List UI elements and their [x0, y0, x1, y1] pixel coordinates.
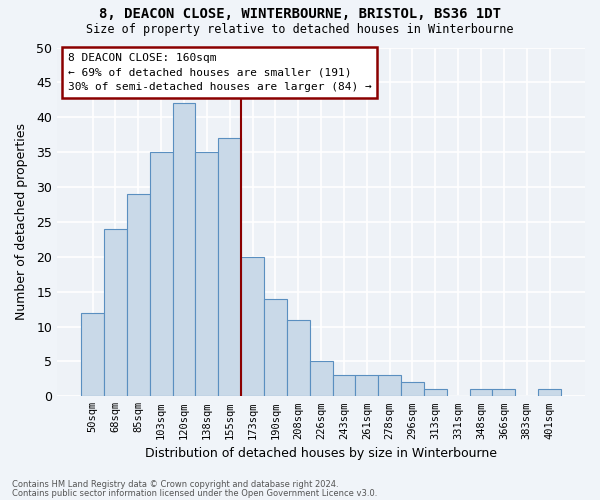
Bar: [264, 298, 287, 396]
Bar: [332, 376, 355, 396]
Bar: [241, 257, 264, 396]
Bar: [310, 362, 332, 396]
Bar: [104, 229, 127, 396]
Bar: [493, 390, 515, 396]
Bar: [355, 376, 378, 396]
X-axis label: Distribution of detached houses by size in Winterbourne: Distribution of detached houses by size …: [145, 447, 497, 460]
Bar: [470, 390, 493, 396]
Bar: [424, 390, 447, 396]
Y-axis label: Number of detached properties: Number of detached properties: [15, 124, 28, 320]
Text: 8 DEACON CLOSE: 160sqm
← 69% of detached houses are smaller (191)
30% of semi-de: 8 DEACON CLOSE: 160sqm ← 69% of detached…: [68, 52, 371, 92]
Bar: [173, 104, 196, 397]
Text: Contains public sector information licensed under the Open Government Licence v3: Contains public sector information licen…: [12, 488, 377, 498]
Bar: [196, 152, 218, 396]
Bar: [378, 376, 401, 396]
Bar: [150, 152, 173, 396]
Text: Contains HM Land Registry data © Crown copyright and database right 2024.: Contains HM Land Registry data © Crown c…: [12, 480, 338, 489]
Bar: [81, 312, 104, 396]
Text: 8, DEACON CLOSE, WINTERBOURNE, BRISTOL, BS36 1DT: 8, DEACON CLOSE, WINTERBOURNE, BRISTOL, …: [99, 8, 501, 22]
Bar: [218, 138, 241, 396]
Bar: [401, 382, 424, 396]
Bar: [538, 390, 561, 396]
Bar: [287, 320, 310, 396]
Text: Size of property relative to detached houses in Winterbourne: Size of property relative to detached ho…: [86, 22, 514, 36]
Bar: [127, 194, 150, 396]
